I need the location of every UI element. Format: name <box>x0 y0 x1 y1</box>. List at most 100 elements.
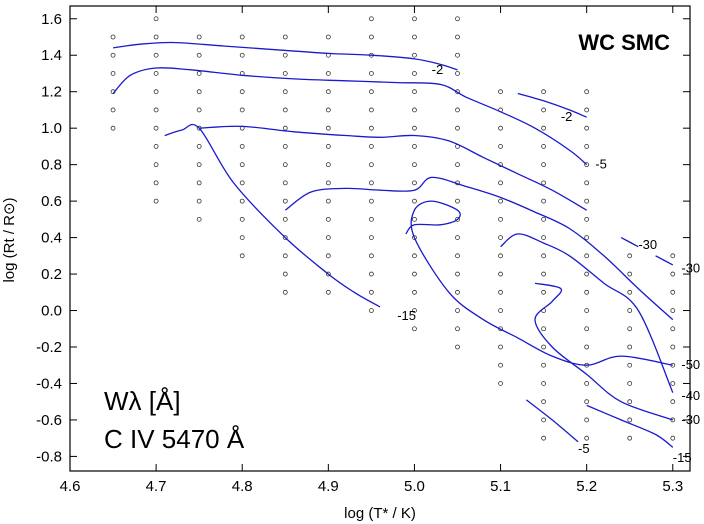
grid-point <box>498 308 503 313</box>
grid-point <box>325 289 331 295</box>
grid-point <box>196 144 202 149</box>
grid-point <box>455 125 460 131</box>
grid-point <box>110 125 116 131</box>
grid-point <box>368 271 374 277</box>
x-tick-label: 5.1 <box>490 478 511 495</box>
grid-point <box>282 162 288 168</box>
contour-labels: -2 -2 -5 -15 -30 -30 -50 -40 -30 -5 -15 <box>397 62 700 465</box>
grid-point <box>368 308 374 313</box>
grid-point <box>541 235 547 240</box>
grid-point <box>541 162 547 168</box>
y-axis-label: log (Rt / R⊙) <box>1 197 18 282</box>
x-tick-label: 4.7 <box>146 478 167 495</box>
grid-point <box>541 435 547 441</box>
x-tick-label: 4.9 <box>318 478 339 495</box>
x-tick-label: 4.6 <box>60 478 81 495</box>
grid-point <box>670 289 676 295</box>
annotation-line-2: C IV 5470 Å <box>104 424 245 454</box>
grid-point <box>670 253 676 259</box>
x-tick-label: 4.8 <box>232 478 253 495</box>
grid-point <box>153 125 159 131</box>
grid-point <box>498 289 503 295</box>
grid-point <box>455 52 460 58</box>
contour-lines <box>112 41 674 448</box>
grid-point <box>584 144 590 149</box>
grid-point <box>498 125 503 131</box>
x-axis-ticks: 4.6 4.7 4.8 4.9 5.0 5.1 5.2 5.3 <box>60 6 683 495</box>
grid-point <box>584 435 590 441</box>
grid-point <box>412 271 417 277</box>
contour-line <box>655 255 674 266</box>
grid-point <box>282 144 288 149</box>
contour-line <box>112 67 588 166</box>
y-tick-label: -0.8 <box>36 448 62 465</box>
grid-point <box>627 362 633 368</box>
grid-point <box>153 162 159 168</box>
grid-point <box>282 180 288 186</box>
annotation-line-1: Wλ [Å] <box>104 386 181 416</box>
grid-point <box>670 399 676 405</box>
grid-point <box>412 34 417 40</box>
grid-point <box>455 326 460 332</box>
grid-point <box>325 253 331 259</box>
grid-point <box>368 34 374 40</box>
grid-point <box>368 125 374 131</box>
grid-point <box>368 162 374 168</box>
grid-point <box>282 235 288 240</box>
contour-label: -30 <box>638 237 657 252</box>
grid-point <box>239 107 245 113</box>
grid-point <box>541 289 547 295</box>
grid-point <box>670 308 676 313</box>
grid-point <box>282 34 288 40</box>
grid-point <box>541 253 547 259</box>
y-tick-label: 0.6 <box>41 193 62 210</box>
grid-point <box>368 89 374 95</box>
grid-point <box>498 271 503 277</box>
grid-point <box>412 235 417 240</box>
grid-point <box>627 399 633 405</box>
grid-point <box>196 107 202 113</box>
grid-point <box>282 52 288 58</box>
grid-point <box>455 34 460 40</box>
grid-point <box>670 417 676 423</box>
grid-point <box>584 344 590 350</box>
grid-point <box>325 34 331 40</box>
grid-point <box>627 344 633 350</box>
grid-point <box>541 125 547 131</box>
grid-point <box>282 89 288 95</box>
grid-point <box>584 125 590 131</box>
grid-point <box>325 144 331 149</box>
grid-point <box>196 162 202 168</box>
grid-point <box>282 198 288 204</box>
grid-point <box>627 417 633 423</box>
grid-point <box>541 216 547 222</box>
contour-label: -5 <box>595 157 607 172</box>
grid-point <box>239 89 245 95</box>
grid-point <box>196 180 202 186</box>
grid-point <box>412 253 417 259</box>
contour-label: -2 <box>432 62 444 77</box>
grid-point <box>368 198 374 204</box>
grid-point <box>325 71 331 76</box>
grid-point <box>455 71 460 76</box>
y-tick-label: 1.0 <box>41 120 62 137</box>
contour-line <box>113 41 458 71</box>
grid-point <box>670 271 676 277</box>
contour-line <box>405 200 673 366</box>
grid-point <box>412 289 417 295</box>
grid-point <box>670 435 676 441</box>
grid-point <box>541 271 547 277</box>
grid-point <box>153 16 159 22</box>
y-tick-label: 0.0 <box>41 303 62 320</box>
grid-point <box>584 289 590 295</box>
contour-label: -40 <box>681 388 700 403</box>
grid-point <box>455 16 460 22</box>
grid-point <box>584 417 590 423</box>
grid-point <box>412 125 417 131</box>
contour-line <box>620 237 639 248</box>
grid-point <box>196 71 202 76</box>
contour-line <box>586 404 674 448</box>
y-tick-label: 0.8 <box>41 157 62 174</box>
grid-point <box>498 89 503 95</box>
grid-point <box>498 362 503 368</box>
